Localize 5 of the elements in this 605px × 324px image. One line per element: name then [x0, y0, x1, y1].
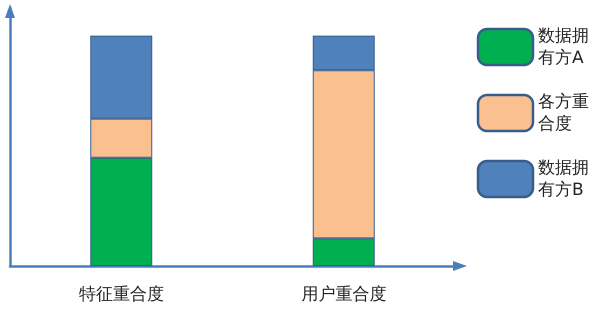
legend-label: 数据拥有方B [538, 158, 589, 200]
legend-label: 数据拥有方A [538, 26, 589, 68]
x-tick-label: 特征重合度 [78, 284, 164, 304]
x-tick-label: 用户重合度 [301, 284, 386, 304]
legend-label: 各方重合度 [538, 92, 589, 134]
